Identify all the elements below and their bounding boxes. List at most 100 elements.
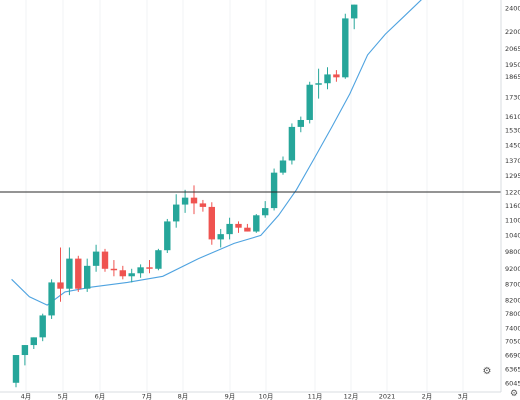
candle-18 bbox=[173, 194, 180, 228]
x-tick-label-5: 9月 bbox=[225, 393, 236, 400]
x-tick-label-3: 7月 bbox=[142, 393, 153, 400]
candle-body-0 bbox=[12, 355, 20, 383]
x-tick-label-11: 3月 bbox=[458, 393, 469, 400]
y-tick-label-13: 11000. bbox=[505, 216, 520, 224]
candle-body-34 bbox=[315, 83, 322, 85]
candle-body-3 bbox=[39, 315, 46, 338]
candle-body-30 bbox=[279, 160, 287, 173]
candle-body-18 bbox=[173, 204, 180, 222]
candle-28 bbox=[262, 201, 269, 218]
candle-2 bbox=[30, 337, 37, 349]
x-tick-label-2: 6月 bbox=[95, 393, 106, 400]
candle-1 bbox=[21, 345, 29, 366]
candle-body-28 bbox=[262, 208, 269, 216]
y-tick-label-1: 22000. bbox=[505, 28, 520, 36]
y-tick-label-0: 24000. bbox=[505, 4, 520, 12]
candle-body-31 bbox=[288, 126, 296, 161]
gear-icon[interactable]: ⚙ bbox=[509, 389, 519, 399]
y-tick-label-4: 18650. bbox=[505, 73, 520, 81]
x-tick-label-10: 2月 bbox=[422, 393, 433, 400]
y-tick-label-6: 16100. bbox=[505, 113, 520, 121]
candle-body-20 bbox=[190, 197, 198, 204]
auto-scale-icon[interactable]: ⚙ bbox=[482, 366, 492, 377]
y-tick-label-8: 14500. bbox=[505, 141, 520, 149]
candle-body-12 bbox=[119, 270, 126, 277]
candle-body-22 bbox=[208, 206, 215, 240]
y-tick-label-11: 12200. bbox=[505, 188, 520, 196]
candle-body-10 bbox=[101, 251, 109, 269]
candle-7 bbox=[75, 255, 82, 292]
candle-26 bbox=[244, 223, 251, 232]
candle-body-16 bbox=[155, 250, 162, 269]
candle-body-13 bbox=[128, 273, 135, 277]
candle-body-6 bbox=[66, 258, 73, 289]
candle-body-17 bbox=[164, 221, 171, 251]
candle-body-9 bbox=[92, 251, 100, 266]
candle-body-21 bbox=[199, 203, 207, 207]
candle-body-25 bbox=[235, 223, 242, 228]
candle-body-8 bbox=[84, 265, 91, 289]
candle-body-5 bbox=[57, 282, 64, 289]
y-tick-label-20: 7400.0 bbox=[505, 324, 520, 332]
candle-38 bbox=[351, 4, 358, 30]
y-tick-label-10: 12950. bbox=[505, 172, 520, 180]
y-tick-label-3: 19500. bbox=[505, 61, 520, 69]
candle-body-38 bbox=[351, 4, 358, 19]
candle-21 bbox=[199, 199, 207, 212]
y-tick-label-2: 20650. bbox=[505, 45, 520, 53]
candle-12 bbox=[119, 265, 126, 280]
candle-29 bbox=[270, 168, 278, 211]
candle-body-24 bbox=[226, 223, 233, 235]
candle-body-37 bbox=[342, 18, 349, 78]
candle-body-26 bbox=[244, 227, 251, 232]
plot-background bbox=[0, 0, 501, 392]
y-tick-label-9: 13700. bbox=[505, 157, 520, 165]
y-tick-label-22: 6690.0 bbox=[505, 352, 520, 360]
candle-body-33 bbox=[306, 84, 313, 120]
candle-11 bbox=[110, 260, 118, 277]
candle-body-7 bbox=[75, 258, 82, 289]
x-tick-label-8: 12月 bbox=[344, 393, 359, 400]
candle-body-36 bbox=[333, 74, 340, 78]
candle-24 bbox=[226, 217, 233, 240]
x-axis: 4月 5月 6月 7月 8月 9月 10月 11月 12月 2021 2月 3月 bbox=[0, 391, 501, 400]
y-tick-label-15: 9800.0 bbox=[505, 248, 520, 256]
candle-34 bbox=[315, 68, 322, 99]
x-tick-label-4: 8月 bbox=[178, 393, 189, 400]
candle-32 bbox=[297, 116, 304, 133]
y-tick-label-14: 10400. bbox=[505, 232, 520, 240]
candle-23 bbox=[217, 228, 224, 248]
y-tick-label-16: 9200.0 bbox=[505, 265, 520, 273]
candle-35 bbox=[324, 67, 331, 90]
y-tick-label-21: 7050.0 bbox=[505, 337, 520, 345]
candle-17 bbox=[164, 218, 171, 253]
x-tick-label-0: 4月 bbox=[21, 393, 32, 400]
candle-body-4 bbox=[48, 282, 55, 316]
candle-body-15 bbox=[146, 267, 153, 269]
candle-body-11 bbox=[110, 268, 118, 271]
candle-body-32 bbox=[297, 119, 304, 127]
candle-13 bbox=[128, 268, 135, 283]
y-tick-label-5: 17300. bbox=[505, 93, 520, 101]
candles bbox=[12, 4, 358, 388]
candle-30 bbox=[279, 156, 287, 175]
x-tick-label-7: 11月 bbox=[308, 393, 323, 400]
candle-body-23 bbox=[217, 234, 224, 240]
y-axis: 24000. 22000. 20650. 19500. 18650. 17300. 1610… bbox=[500, 0, 520, 392]
y-tick-label-7: 15300. bbox=[505, 127, 520, 135]
y-tick-label-17: 8700.0 bbox=[505, 280, 520, 288]
candle-8 bbox=[84, 258, 91, 292]
candle-0 bbox=[12, 355, 20, 388]
candle-36 bbox=[333, 70, 340, 82]
candle-37 bbox=[342, 13, 349, 79]
y-tick-label-19: 7800.0 bbox=[505, 310, 520, 318]
y-tick-label-23: 6365.0 bbox=[505, 365, 520, 373]
x-tick-label-1: 5月 bbox=[58, 393, 69, 400]
candle-body-1 bbox=[21, 345, 29, 356]
candle-15 bbox=[146, 260, 153, 274]
candle-body-27 bbox=[253, 215, 260, 232]
grid bbox=[25, 0, 464, 392]
candle-body-29 bbox=[270, 172, 278, 209]
x-tick-label-9: 2021 bbox=[379, 393, 396, 400]
